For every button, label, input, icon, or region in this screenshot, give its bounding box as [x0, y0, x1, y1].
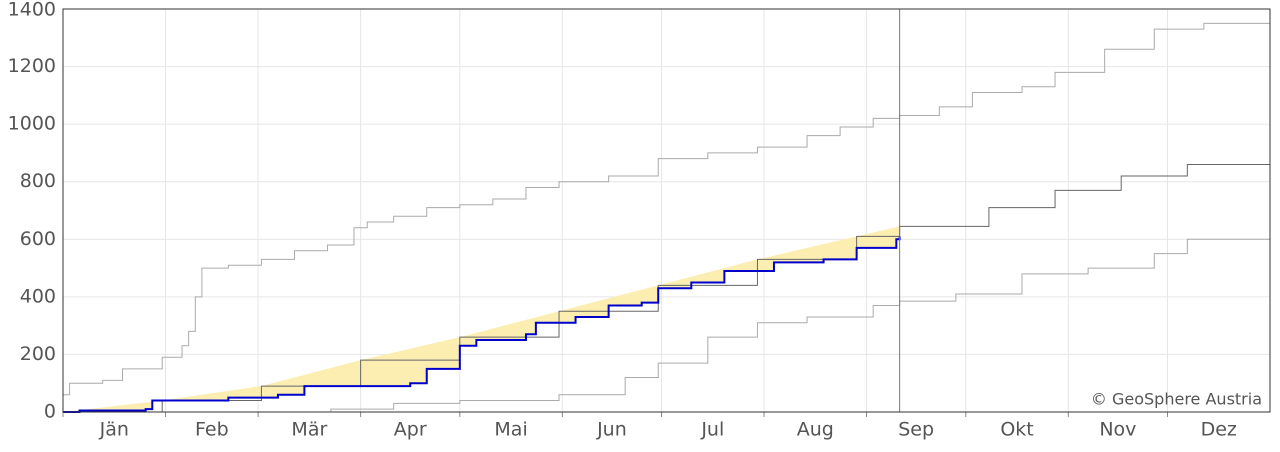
x-tick-label: Okt	[1000, 419, 1033, 441]
x-tick-label: Jun	[596, 419, 627, 441]
y-tick-label: 200	[20, 343, 56, 365]
x-tick-label: Aug	[797, 419, 834, 441]
x-tick-label: Mär	[291, 419, 327, 441]
y-tick-label: 800	[20, 170, 56, 192]
y-tick-label: 0	[44, 401, 56, 423]
deficit-area	[63, 226, 900, 412]
series-line	[63, 20, 1271, 396]
y-tick-label: 600	[20, 228, 56, 250]
credit: © GeoSphere Austria	[1091, 390, 1262, 409]
x-tick-label: Feb	[195, 419, 229, 441]
x-tick-label: Sep	[898, 419, 934, 441]
series-line	[63, 236, 901, 413]
y-tick-label: 1000	[8, 113, 56, 135]
y-tick-label: 1400	[8, 0, 56, 21]
y-tick-label: 1200	[8, 55, 56, 77]
x-tick-label: Mai	[494, 419, 527, 441]
x-tick-label: Jul	[700, 419, 724, 441]
x-tick-label: Nov	[1099, 419, 1136, 441]
x-tick-label: Dez	[1201, 419, 1237, 441]
series-line	[63, 238, 1270, 413]
y-tick-label: 400	[20, 285, 56, 307]
plot-frame	[62, 8, 1271, 413]
x-tick-label: Jän	[99, 419, 129, 441]
series-line	[63, 151, 1271, 413]
x-tick-label: Apr	[394, 419, 427, 441]
